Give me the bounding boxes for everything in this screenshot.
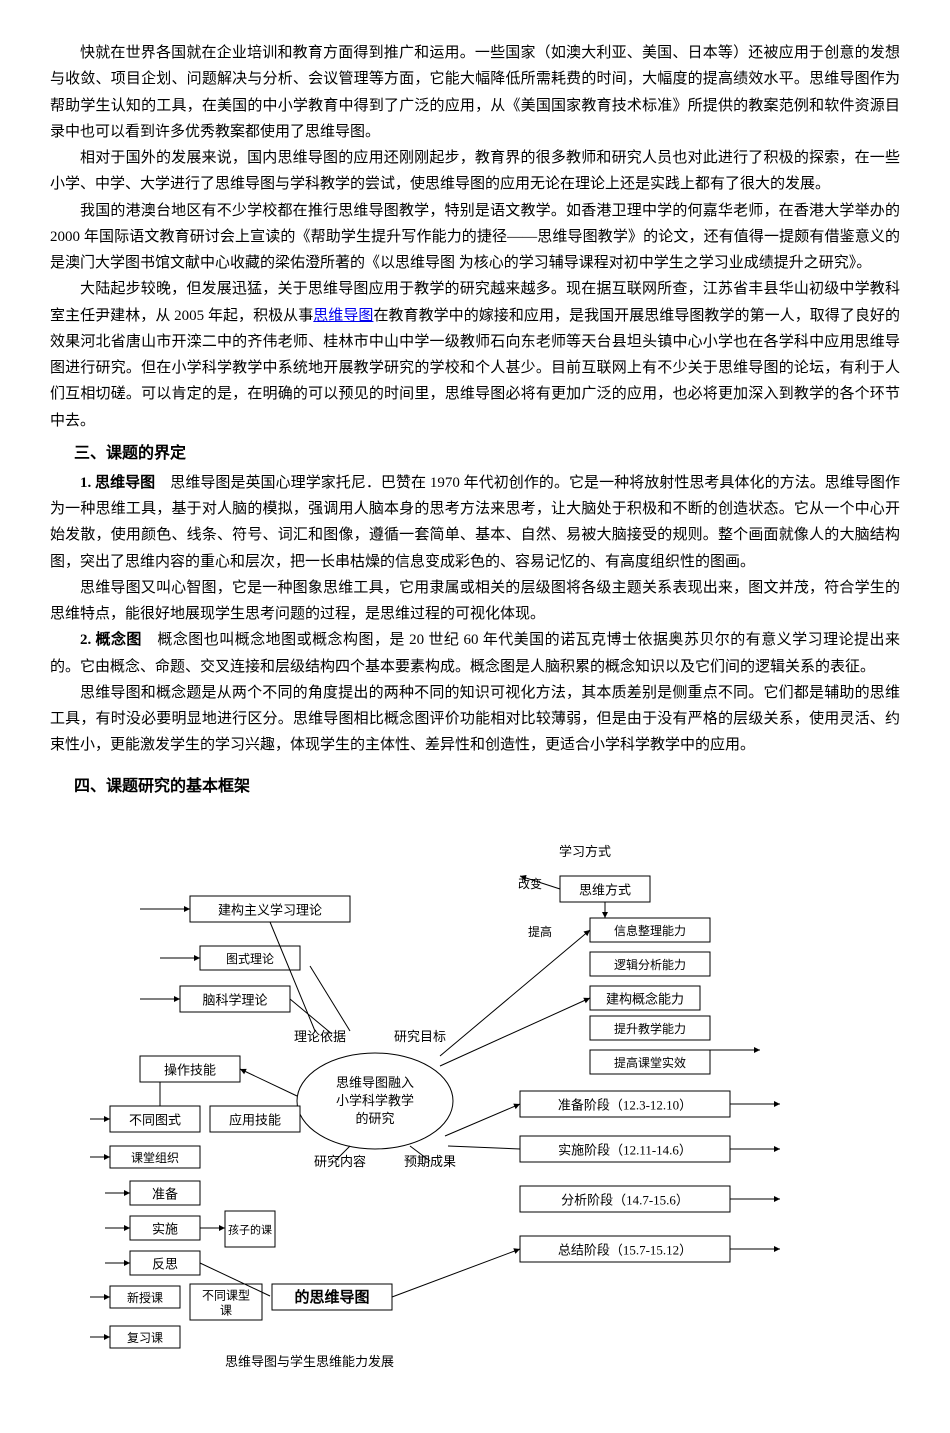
svg-text:的研究: 的研究 (355, 1111, 394, 1126)
framework-diagram: 思维导图融入小学科学教学的研究理论依据研究目标研究内容预期成果学习方式改变思维方… (50, 816, 900, 1385)
svg-text:建构概念能力: 建构概念能力 (606, 991, 684, 1006)
svg-text:逻辑分析能力: 逻辑分析能力 (614, 958, 686, 972)
sub-heading: 2. 概念图 (80, 632, 142, 648)
svg-text:思维方式: 思维方式 (579, 882, 631, 897)
paragraph: 相对于国外的发展来说，国内思维导图的应用还刚刚起步，教育界的很多教师和研究人员也… (50, 145, 900, 198)
svg-text:学习方式: 学习方式 (559, 844, 611, 859)
paragraph: 我国的港澳台地区有不少学校都在推行思维导图教学，特别是语文教学。如香港卫理中学的… (50, 198, 900, 277)
diagram-svg: 思维导图融入小学科学教学的研究理论依据研究目标研究内容预期成果学习方式改变思维方… (50, 816, 870, 1376)
svg-text:研究目标: 研究目标 (394, 1029, 446, 1044)
paragraph: 思维导图和概念题是从两个不同的角度提出的两种不同的知识可视化方法，其本质差别是侧… (50, 680, 900, 759)
svg-text:实施阶段（12.11-14.6）: 实施阶段（12.11-14.6） (558, 1142, 692, 1157)
svg-text:不同图式: 不同图式 (129, 1112, 181, 1127)
paragraph: 思维导图又叫心智图，它是一种图象思维工具，它用隶属或相关的层级图将各级主题关系表… (50, 575, 900, 628)
paragraph: 快就在世界各国就在企业培训和教育方面得到推广和运用。一些国家（如澳大利亚、美国、… (50, 40, 900, 145)
svg-text:的思维导图: 的思维导图 (294, 1288, 369, 1306)
svg-text:思维导图融入: 思维导图融入 (336, 1075, 414, 1090)
svg-text:思维导图与学生思维能力发展: 思维导图与学生思维能力发展 (225, 1354, 394, 1369)
svg-text:提高课堂实效: 提高课堂实效 (614, 1055, 686, 1070)
svg-text:准备: 准备 (152, 1186, 178, 1201)
svg-text:分析阶段（14.7-15.6）: 分析阶段（14.7-15.6） (561, 1192, 689, 1207)
svg-text:课: 课 (220, 1303, 232, 1317)
svg-text:信息整理能力: 信息整理能力 (614, 923, 686, 938)
svg-text:图式理论: 图式理论 (226, 952, 274, 966)
svg-text:课堂组织: 课堂组织 (131, 1151, 179, 1165)
svg-text:小学科学教学: 小学科学教学 (336, 1093, 414, 1108)
svg-text:预期成果: 预期成果 (404, 1154, 456, 1169)
svg-text:准备阶段（12.3-12.10）: 准备阶段（12.3-12.10） (558, 1097, 692, 1112)
svg-text:建构主义学习理论: 建构主义学习理论 (218, 902, 322, 917)
mindmap-link[interactable]: 思维导图 (313, 308, 373, 324)
paragraph: 2. 概念图 概念图也叫概念地图或概念构图，是 20 世纪 60 年代美国的诺瓦… (50, 627, 900, 680)
paragraph: 大陆起步较晚，但发展迅猛，关于思维导图应用于教学的研究越来越多。现在据互联网所查… (50, 276, 900, 434)
sub-heading: 1. 思维导图 (80, 475, 155, 491)
svg-text:反思: 反思 (152, 1256, 178, 1271)
text: 思维导图是英国心理学家托尼．巴赞在 1970 年代初创作的。它是一种将放射性思考… (50, 475, 900, 570)
svg-text:操作技能: 操作技能 (164, 1062, 216, 1077)
section-heading: 三、课题的界定 (50, 440, 900, 468)
paragraph: 1. 思维导图 思维导图是英国心理学家托尼．巴赞在 1970 年代初创作的。它是… (50, 470, 900, 575)
text: 在教育教学中的嫁接和应用，是我国开展思维导图教学的第一人，取得了良好的效果河北省… (50, 308, 900, 429)
svg-text:实施: 实施 (152, 1221, 178, 1236)
svg-text:不同课型: 不同课型 (202, 1288, 250, 1302)
svg-text:脑科学理论: 脑科学理论 (202, 992, 267, 1007)
svg-text:理论依据: 理论依据 (294, 1029, 346, 1044)
section-heading: 四、课题研究的基本框架 (50, 773, 900, 801)
svg-text:改变: 改变 (518, 876, 542, 891)
svg-text:提高: 提高 (528, 924, 552, 939)
svg-text:复习课: 复习课 (127, 1331, 163, 1345)
svg-text:提升教学能力: 提升教学能力 (614, 1021, 686, 1036)
text: 概念图也叫概念地图或概念构图，是 20 世纪 60 年代美国的诺瓦克博士依据奥苏… (50, 632, 900, 674)
svg-text:应用技能: 应用技能 (229, 1112, 281, 1127)
svg-text:孩子的课: 孩子的课 (228, 1222, 272, 1236)
svg-text:总结阶段（15.7-15.12）: 总结阶段（15.7-15.12） (558, 1242, 692, 1257)
svg-text:新授课: 新授课 (127, 1290, 163, 1305)
